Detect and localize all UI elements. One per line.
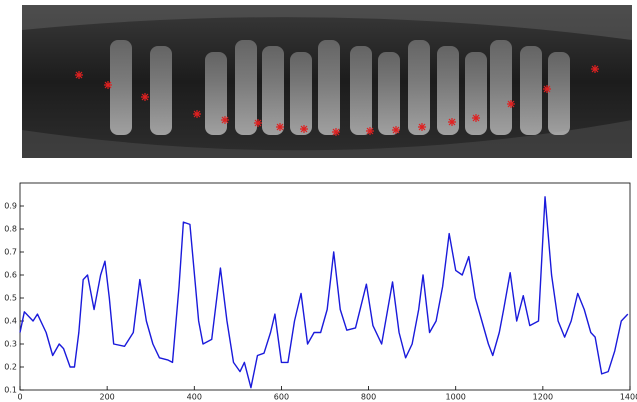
y-tick-label: 0.7 <box>4 248 17 257</box>
marker-star <box>366 127 374 135</box>
data-line <box>19 196 629 389</box>
tooth <box>318 40 340 135</box>
tooth <box>378 52 400 135</box>
x-tick-label: 1400 <box>620 393 637 402</box>
marker-star <box>448 118 456 126</box>
marker-star <box>300 125 308 133</box>
x-tick-label: 1000 <box>446 393 466 402</box>
x-tick-label: 1200 <box>533 393 553 402</box>
marker-star <box>104 81 112 89</box>
tooth <box>150 46 172 135</box>
tooth <box>548 52 570 135</box>
marker-star <box>276 123 284 131</box>
marker-star <box>472 114 480 122</box>
x-tick-label: 600 <box>274 393 289 402</box>
plot-frame <box>19 182 631 391</box>
y-tick-label: 0.5 <box>4 294 17 303</box>
marker-star <box>193 110 201 118</box>
marker-star <box>75 71 83 79</box>
y-tick-label: 0.1 <box>4 386 17 395</box>
tooth <box>235 40 257 135</box>
y-tick-label: 0.3 <box>4 340 17 349</box>
tooth <box>110 40 132 135</box>
y-tick-label: 0.9 <box>4 202 17 211</box>
marker-star <box>543 85 551 93</box>
tooth <box>437 46 459 135</box>
tooth <box>350 46 372 135</box>
tooth <box>490 40 512 135</box>
tooth <box>205 52 227 135</box>
x-tick-label: 800 <box>361 393 376 402</box>
marker-star <box>392 126 400 134</box>
marker-star <box>141 93 149 101</box>
y-tick-label: 0.4 <box>4 317 17 326</box>
tooth <box>465 52 487 135</box>
tooth <box>262 46 284 135</box>
marker-star <box>221 116 229 124</box>
tooth <box>408 40 430 135</box>
marker-star <box>507 100 515 108</box>
tooth <box>520 46 542 135</box>
y-tick-label: 0.8 <box>4 225 17 234</box>
marker-star <box>418 123 426 131</box>
y-tick-label: 0.2 <box>4 363 17 372</box>
marker-star <box>332 128 340 136</box>
marker-star <box>591 65 599 73</box>
y-tick-label: 0.6 <box>4 271 17 280</box>
x-tick-label: 400 <box>187 393 202 402</box>
x-tick-label: 200 <box>100 393 115 402</box>
marker-star <box>254 119 262 127</box>
xray-image <box>22 5 632 158</box>
x-tick-label: 0 <box>17 393 22 402</box>
tooth <box>290 52 312 135</box>
